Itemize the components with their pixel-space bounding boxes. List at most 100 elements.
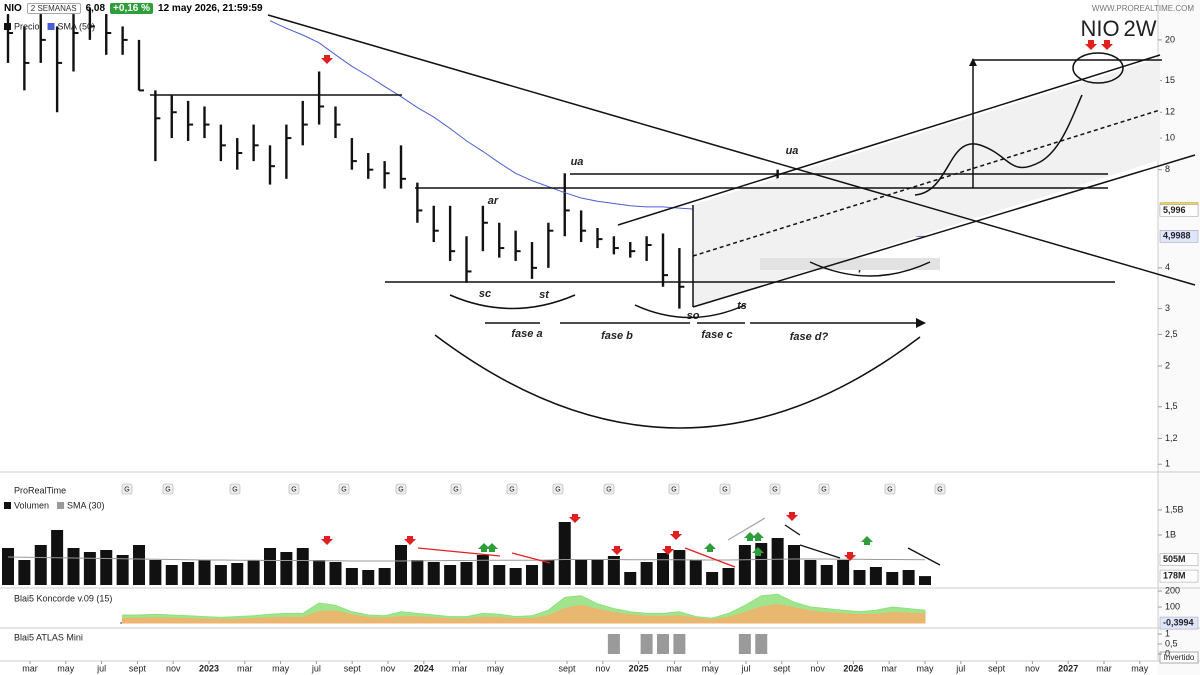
bar — [706, 572, 719, 585]
shape — [486, 543, 498, 552]
annotation: fase a — [511, 328, 542, 340]
x-tick-label: nov — [810, 663, 825, 673]
x-tick-label: mar — [667, 663, 683, 673]
bar — [624, 572, 637, 585]
x-tick-label: jul — [955, 663, 965, 673]
value-badge-label: 505M — [1163, 554, 1186, 564]
bar — [853, 570, 866, 585]
event-marker-label: G — [165, 486, 170, 493]
x-tick-label: sept — [129, 663, 147, 673]
chart-subtitle: 2W — [1124, 16, 1157, 41]
event-marker-label: G — [821, 486, 826, 493]
bar — [657, 553, 669, 585]
x-tick-label: nov — [1025, 663, 1040, 673]
bar — [149, 560, 162, 585]
bar — [575, 560, 588, 585]
value-badge-label: 4,9988 — [1163, 231, 1191, 241]
bar — [2, 548, 14, 585]
bar — [738, 545, 751, 585]
x-tick-label: may — [916, 663, 934, 673]
volume-trend — [511, 552, 551, 564]
x-tick-label: 2024 — [414, 663, 434, 673]
datetime: 12 may 2026, 21:59:59 — [158, 2, 263, 14]
event-marker — [884, 483, 896, 495]
y-tick-label: 1B — [1165, 529, 1176, 539]
shape — [1101, 40, 1113, 50]
header: NIO 2 SEMANAS 6,08 +0,16 % 12 may 2026, … — [0, 0, 1200, 16]
projection — [914, 94, 1083, 196]
target-ellipse — [1072, 52, 1124, 84]
event-marker-label: G — [722, 486, 727, 493]
panel-title: ProRealTime — [14, 485, 66, 495]
value-badge — [1159, 230, 1199, 243]
event-marker-label: G — [509, 486, 514, 493]
y-tick-label: 20 — [1165, 34, 1175, 44]
bar — [558, 522, 571, 585]
bar — [182, 562, 195, 585]
arc — [809, 261, 931, 277]
bar — [378, 568, 391, 585]
shape — [752, 547, 764, 556]
x-tick-label: 2025 — [629, 663, 649, 673]
shape — [611, 546, 623, 555]
mode-label: Invertido — [1164, 653, 1195, 662]
y-tick-label: 2 — [1165, 360, 1170, 370]
bar — [476, 555, 489, 585]
shape — [670, 531, 682, 540]
arc — [449, 294, 576, 310]
arrow-head — [969, 58, 977, 66]
bar — [526, 565, 538, 585]
bar — [607, 634, 620, 654]
annotation: ua — [571, 156, 584, 168]
value-badge — [1159, 553, 1199, 566]
bar — [640, 634, 653, 654]
bar — [34, 545, 47, 585]
event-marker-label: G — [341, 486, 346, 493]
event-marker-label: G — [606, 486, 611, 493]
y-tick-label: 8 — [1165, 164, 1170, 174]
timeframe[interactable]: 2 SEMANAS — [26, 2, 81, 14]
legend-swatch — [47, 23, 55, 30]
signal-arrows — [321, 40, 1113, 64]
panel-title: Blai5 Koncorde v.09 (15) — [14, 593, 112, 603]
bar — [116, 555, 129, 585]
x-tick-label: nov — [596, 663, 611, 673]
event-marker-label: G — [887, 486, 892, 493]
annotation: sc — [479, 288, 491, 300]
event-marker-label: G — [124, 486, 129, 493]
value-badge — [1159, 204, 1199, 217]
bar — [591, 560, 604, 585]
x-tick-label: may — [487, 663, 505, 673]
annotation: st — [539, 289, 550, 301]
bar — [771, 538, 784, 585]
bar — [427, 562, 440, 585]
annotation: fase b — [601, 330, 633, 342]
volume-trend — [784, 524, 801, 536]
legend-swatch — [57, 502, 65, 509]
value-badge-label: -0,3994 — [1163, 617, 1194, 627]
event-marker — [229, 483, 241, 495]
event-marker-label: G — [772, 486, 777, 493]
annotation: ar — [488, 195, 499, 207]
site: WWW.PROREALTIME.COM — [1091, 3, 1194, 13]
shape — [662, 546, 674, 555]
bar — [919, 576, 931, 585]
channel-line — [617, 54, 1161, 226]
legend-label: Precio — [14, 21, 40, 31]
bar — [902, 570, 915, 585]
panel-title: Blai5 ATLAS Mini — [14, 632, 83, 642]
value-badge-label: 5,996 — [1163, 205, 1186, 215]
volume-trend — [684, 547, 736, 568]
x-tick-label: sept — [988, 663, 1006, 673]
channel-mid — [692, 109, 1161, 257]
symbol: NIO — [4, 2, 22, 14]
shape — [752, 532, 764, 541]
volume-buy-arrows — [478, 532, 873, 556]
shape — [321, 55, 333, 64]
event-marker-label: G — [232, 486, 237, 493]
bar — [673, 550, 686, 585]
shape — [704, 543, 716, 552]
x-tick-label: mar — [22, 663, 38, 673]
bar — [755, 634, 768, 654]
